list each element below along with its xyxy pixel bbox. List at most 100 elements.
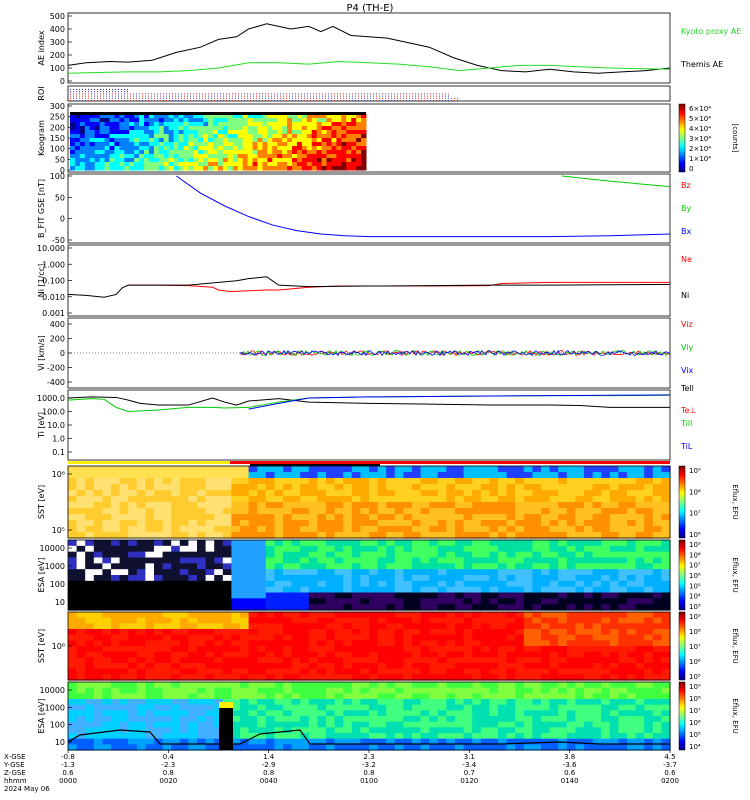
spectrogram-cell	[601, 563, 611, 570]
spectrogram-cell	[102, 646, 112, 653]
spectrogram-cell	[300, 598, 310, 605]
keogram-cell	[168, 166, 175, 171]
spectrogram-cell	[136, 617, 146, 624]
spectrogram-cell	[455, 484, 465, 491]
spectrogram-cell	[231, 526, 241, 533]
spectrogram-cell	[111, 520, 121, 527]
spectrogram-cell	[360, 575, 370, 582]
spectrogram-cell	[257, 727, 267, 734]
keogram-cell	[252, 146, 258, 151]
spectrogram-cell	[429, 532, 439, 539]
roi-dot	[439, 93, 440, 95]
spectrogram-cell	[197, 502, 207, 509]
spectrogram-cell	[661, 569, 671, 576]
spectrogram-cell	[283, 640, 293, 647]
keogram-cell	[198, 130, 204, 135]
spectrogram-cell	[429, 721, 439, 728]
spectrogram-cell	[308, 502, 318, 509]
keogram-cell	[311, 134, 318, 139]
spectrogram-cell	[455, 598, 465, 605]
keogram-cell	[134, 118, 140, 123]
spectrogram-cell	[472, 540, 482, 547]
spectrogram-cell	[618, 526, 628, 533]
spectrogram-cell	[523, 563, 533, 570]
roi-dot	[112, 95, 113, 97]
spectrogram-cell	[154, 472, 164, 479]
roi-dot	[148, 100, 149, 101]
spectrogram-cell	[558, 646, 568, 653]
spectrogram-cell	[455, 710, 465, 717]
roi-dot	[382, 95, 383, 97]
keogram-cell	[306, 162, 313, 167]
spectrogram-cell	[93, 623, 103, 630]
spectrogram-cell	[76, 634, 86, 641]
y-tick-label: 10⁶	[52, 642, 65, 651]
keogram-cell	[311, 166, 318, 171]
spectrogram-cell	[523, 508, 533, 515]
keogram-cell	[139, 130, 145, 135]
legend-label: Viy	[681, 343, 694, 352]
roi-dot	[373, 100, 374, 101]
spectrogram-cell	[437, 502, 447, 509]
spectrogram-cell	[489, 699, 499, 706]
spectrogram-cell	[506, 657, 516, 664]
legend-label: Tell	[680, 384, 694, 393]
spectrogram-cell	[472, 651, 482, 658]
spectrogram-cell	[498, 738, 508, 745]
keogram-cell	[277, 154, 283, 159]
spectrogram-cell	[446, 710, 456, 717]
spectrogram-cell	[541, 478, 551, 485]
keogram-cell	[227, 138, 234, 143]
spectrogram-cell	[532, 580, 542, 588]
keogram-cell	[114, 154, 120, 159]
roi-dot	[250, 100, 251, 101]
spectrogram-cell	[558, 478, 568, 485]
roi-dot	[166, 97, 167, 99]
keogram-cell	[124, 114, 130, 119]
spectrogram-cell	[627, 526, 637, 533]
spectrogram-cell	[222, 551, 232, 559]
spectrogram-cell	[377, 710, 387, 717]
spectrogram-cell	[136, 563, 146, 570]
keogram-cell	[222, 142, 229, 147]
spectrogram-cell	[308, 663, 318, 670]
spectrogram-cell	[498, 508, 508, 515]
spectrogram-cell	[627, 557, 637, 564]
spectrogram-cell	[136, 682, 146, 689]
spectrogram-cell	[592, 640, 602, 647]
spectrogram-cell	[222, 502, 232, 509]
keogram-cell	[306, 114, 313, 119]
keogram-cell	[109, 162, 115, 167]
keogram-cell	[109, 138, 115, 143]
spectrogram-cell	[429, 738, 439, 745]
roi-dot	[379, 95, 380, 97]
spectrogram-cell	[584, 657, 594, 664]
spectrogram-cell	[334, 472, 344, 479]
spectrogram-cell	[102, 520, 112, 527]
spectrogram-cell	[171, 472, 181, 479]
keogram-cell	[247, 162, 254, 167]
keogram-cell	[84, 146, 91, 151]
spectrogram-cell	[197, 532, 207, 539]
spectrogram-cell	[549, 551, 559, 559]
spectrogram-cell	[300, 693, 310, 700]
spectrogram-cell	[128, 663, 138, 670]
spectrogram-cell	[231, 502, 241, 509]
y-axis-label: Ti [eV]	[37, 412, 46, 439]
spectrogram-cell	[455, 472, 465, 479]
keogram-cell	[336, 146, 342, 151]
roi-dot	[211, 93, 212, 95]
spectrogram-cell	[369, 738, 379, 745]
spectrogram-cell	[136, 687, 146, 694]
spectrogram-cell	[506, 592, 516, 599]
spectrogram-cell	[592, 738, 602, 745]
spectrogram-cell	[558, 526, 568, 533]
spectrogram-cell	[188, 569, 198, 576]
spectrogram-cell	[291, 623, 301, 630]
spectrogram-cell	[85, 738, 95, 745]
spectrogram-cell	[446, 520, 456, 527]
spectrogram-cell	[317, 502, 327, 509]
spectrogram-cell	[154, 716, 164, 723]
spectrogram-cell	[248, 569, 258, 576]
spectrogram-cell	[498, 484, 508, 491]
